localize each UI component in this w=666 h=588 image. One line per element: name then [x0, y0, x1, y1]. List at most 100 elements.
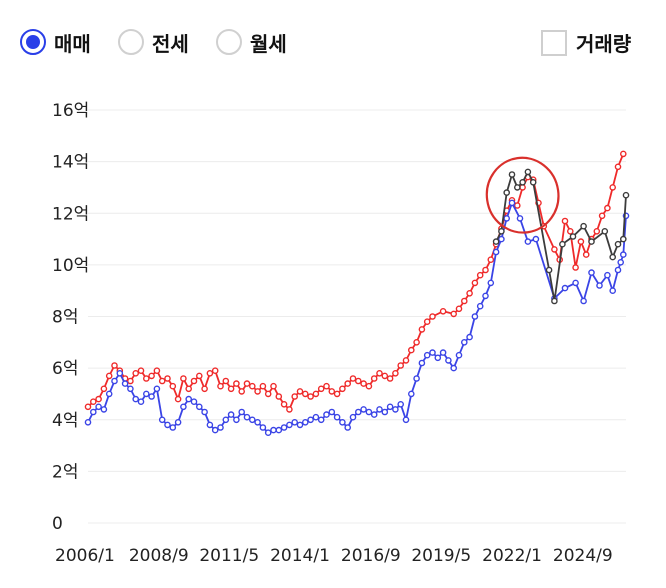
data-point: [365, 408, 373, 416]
data-point: [174, 395, 182, 403]
x-tick-label: 2014/1: [270, 546, 330, 566]
data-point: [386, 375, 394, 382]
chart-annotation: [485, 156, 560, 234]
data-point: [381, 372, 389, 380]
data-point: [609, 287, 617, 295]
data-point: [185, 385, 192, 393]
data-point: [105, 390, 113, 398]
x-axis-labels: 2006/1 2008/9 2011/5 2014/1 2016/9 2019/5 2022…: [55, 546, 613, 566]
data-point: [516, 215, 524, 222]
data-point: [572, 279, 579, 287]
data-point: [593, 227, 601, 235]
data-point: [370, 375, 378, 382]
data-point: [498, 227, 505, 235]
data-point: [90, 398, 97, 406]
data-point: [190, 377, 198, 385]
data-point: [137, 398, 145, 406]
data-point: [100, 385, 108, 393]
data-point: [296, 388, 304, 395]
data-point: [429, 349, 436, 356]
data-point: [174, 418, 182, 426]
data-point: [460, 338, 468, 346]
data-point: [492, 238, 500, 245]
data-point: [439, 349, 447, 356]
data-point: [195, 403, 203, 411]
data-point: [376, 406, 383, 413]
data-point: [180, 403, 187, 411]
data-point: [301, 418, 309, 426]
data-point: [169, 382, 177, 390]
data-point: [588, 269, 595, 276]
data-point: [482, 292, 489, 300]
data-point: [561, 217, 569, 225]
radio-monthly-rent[interactable]: 월세: [216, 26, 287, 58]
series-blue_series: [84, 199, 630, 437]
radio-jeonse[interactable]: 전세: [118, 26, 189, 58]
x-tick-label: 2006/1: [55, 546, 115, 566]
highlight-ellipse: [485, 156, 560, 234]
data-point: [148, 393, 155, 400]
data-point: [317, 385, 325, 393]
data-point: [524, 168, 532, 176]
data-point: [180, 375, 187, 382]
data-point: [381, 408, 389, 416]
radio-sale-label: 매매: [54, 31, 91, 56]
data-point: [286, 406, 293, 413]
data-point: [206, 421, 214, 429]
data-point: [450, 364, 458, 372]
series-black_series: [492, 168, 630, 305]
data-point: [333, 390, 341, 398]
x-tick-label: 2011/5: [199, 546, 259, 566]
data-point: [482, 266, 489, 274]
x-tick-label: 2022/1: [482, 546, 542, 566]
data-point: [582, 251, 590, 258]
data-point: [460, 297, 468, 305]
data-point: [137, 367, 145, 375]
data-point: [508, 171, 516, 178]
data-point: [349, 413, 357, 421]
data-point: [580, 297, 587, 305]
data-point: [222, 377, 230, 385]
data-point: [127, 385, 134, 393]
data-point: [397, 400, 405, 408]
data-point: [450, 310, 458, 318]
data-point: [84, 418, 92, 426]
data-point: [439, 307, 447, 315]
data-point: [264, 429, 272, 437]
data-point: [545, 266, 553, 274]
data-point: [519, 178, 526, 186]
data-point: [354, 377, 362, 385]
data-point: [323, 411, 330, 418]
y-tick-label: 14억: [52, 153, 89, 173]
data-point: [561, 284, 569, 292]
data-point: [333, 413, 341, 421]
data-point: [211, 426, 219, 434]
data-point: [601, 227, 609, 235]
x-tick-label: 2008/9: [129, 546, 189, 566]
data-point: [466, 333, 473, 341]
data-point: [487, 256, 495, 264]
data-point: [620, 150, 627, 158]
data-point: [206, 369, 214, 377]
volume-checkbox-box: [541, 29, 567, 56]
radio-sale[interactable]: 매매: [20, 26, 91, 58]
data-point: [158, 377, 166, 385]
data-point: [227, 385, 235, 393]
data-point: [169, 424, 177, 431]
data-point: [164, 375, 171, 382]
series-line: [87, 202, 627, 434]
chart-series: [84, 150, 630, 437]
data-point: [498, 235, 505, 243]
data-point: [580, 222, 587, 230]
data-point: [503, 215, 511, 222]
data-point: [100, 406, 108, 413]
filter-bar: 매매 전세 월세 거래량: [0, 0, 666, 86]
data-point: [551, 297, 558, 305]
data-point: [211, 367, 219, 375]
data-point: [317, 416, 325, 424]
data-point: [142, 375, 150, 382]
data-point: [514, 184, 521, 191]
data-point: [254, 388, 261, 395]
volume-checkbox[interactable]: 거래량: [541, 28, 631, 57]
data-point: [121, 380, 129, 387]
